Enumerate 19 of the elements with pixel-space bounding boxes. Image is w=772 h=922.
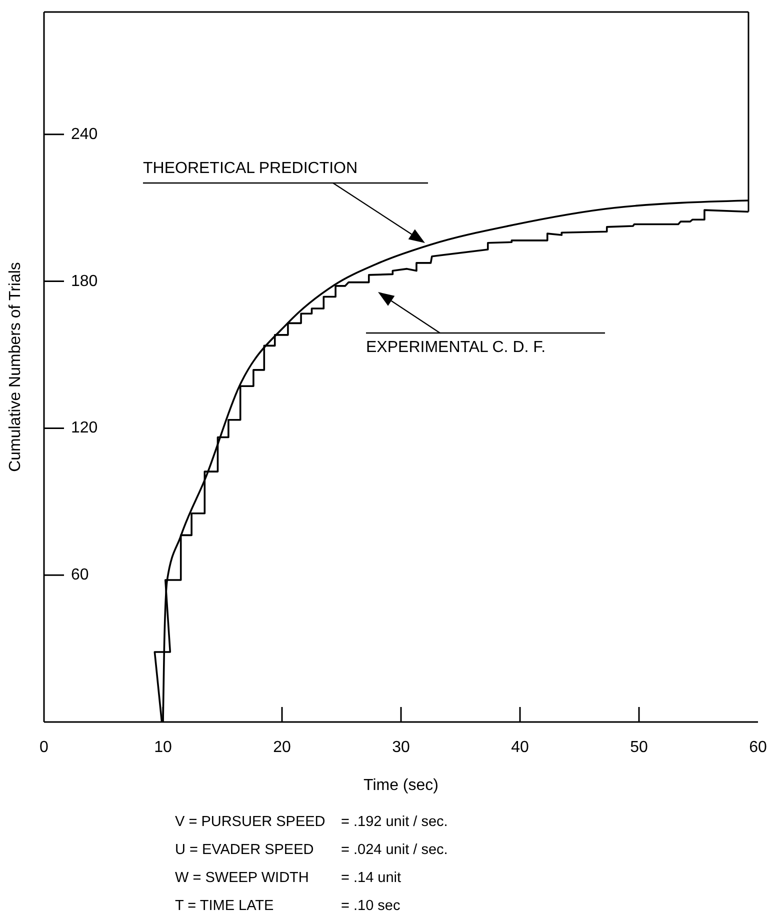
y-tick-label: 60 [71,566,89,584]
x-tick-label: 50 [630,739,648,756]
annotation: THEORETICAL PREDICTION [143,160,358,177]
y-tick-label: 240 [71,126,98,143]
annotation: EXPERIMENTAL C. D. F. [366,339,546,356]
x-tick-label: 60 [749,739,767,756]
y-tick-label: 120 [71,420,98,437]
y-axis-title: Cumulative Numbers of Trials [7,262,24,472]
x-tick-label: 10 [154,739,172,756]
x-tick-label: 40 [511,739,529,756]
x-tick-label: 30 [392,739,410,756]
text: T = TIME LATE = .10 sec [175,898,400,914]
x-axis-title: Time (sec) [364,777,438,794]
text: V = PURSUER SPEED = .192 unit / sec. [175,814,448,830]
y-tick-label: 180 [71,272,98,290]
x-tick-label: 20 [273,739,291,756]
text: W = SWEEP WIDTH = .14 unit [175,870,402,886]
x-tick-label: 0 [40,739,49,756]
text: U = EVADER SPEED = .024 unit / sec. [175,842,448,858]
